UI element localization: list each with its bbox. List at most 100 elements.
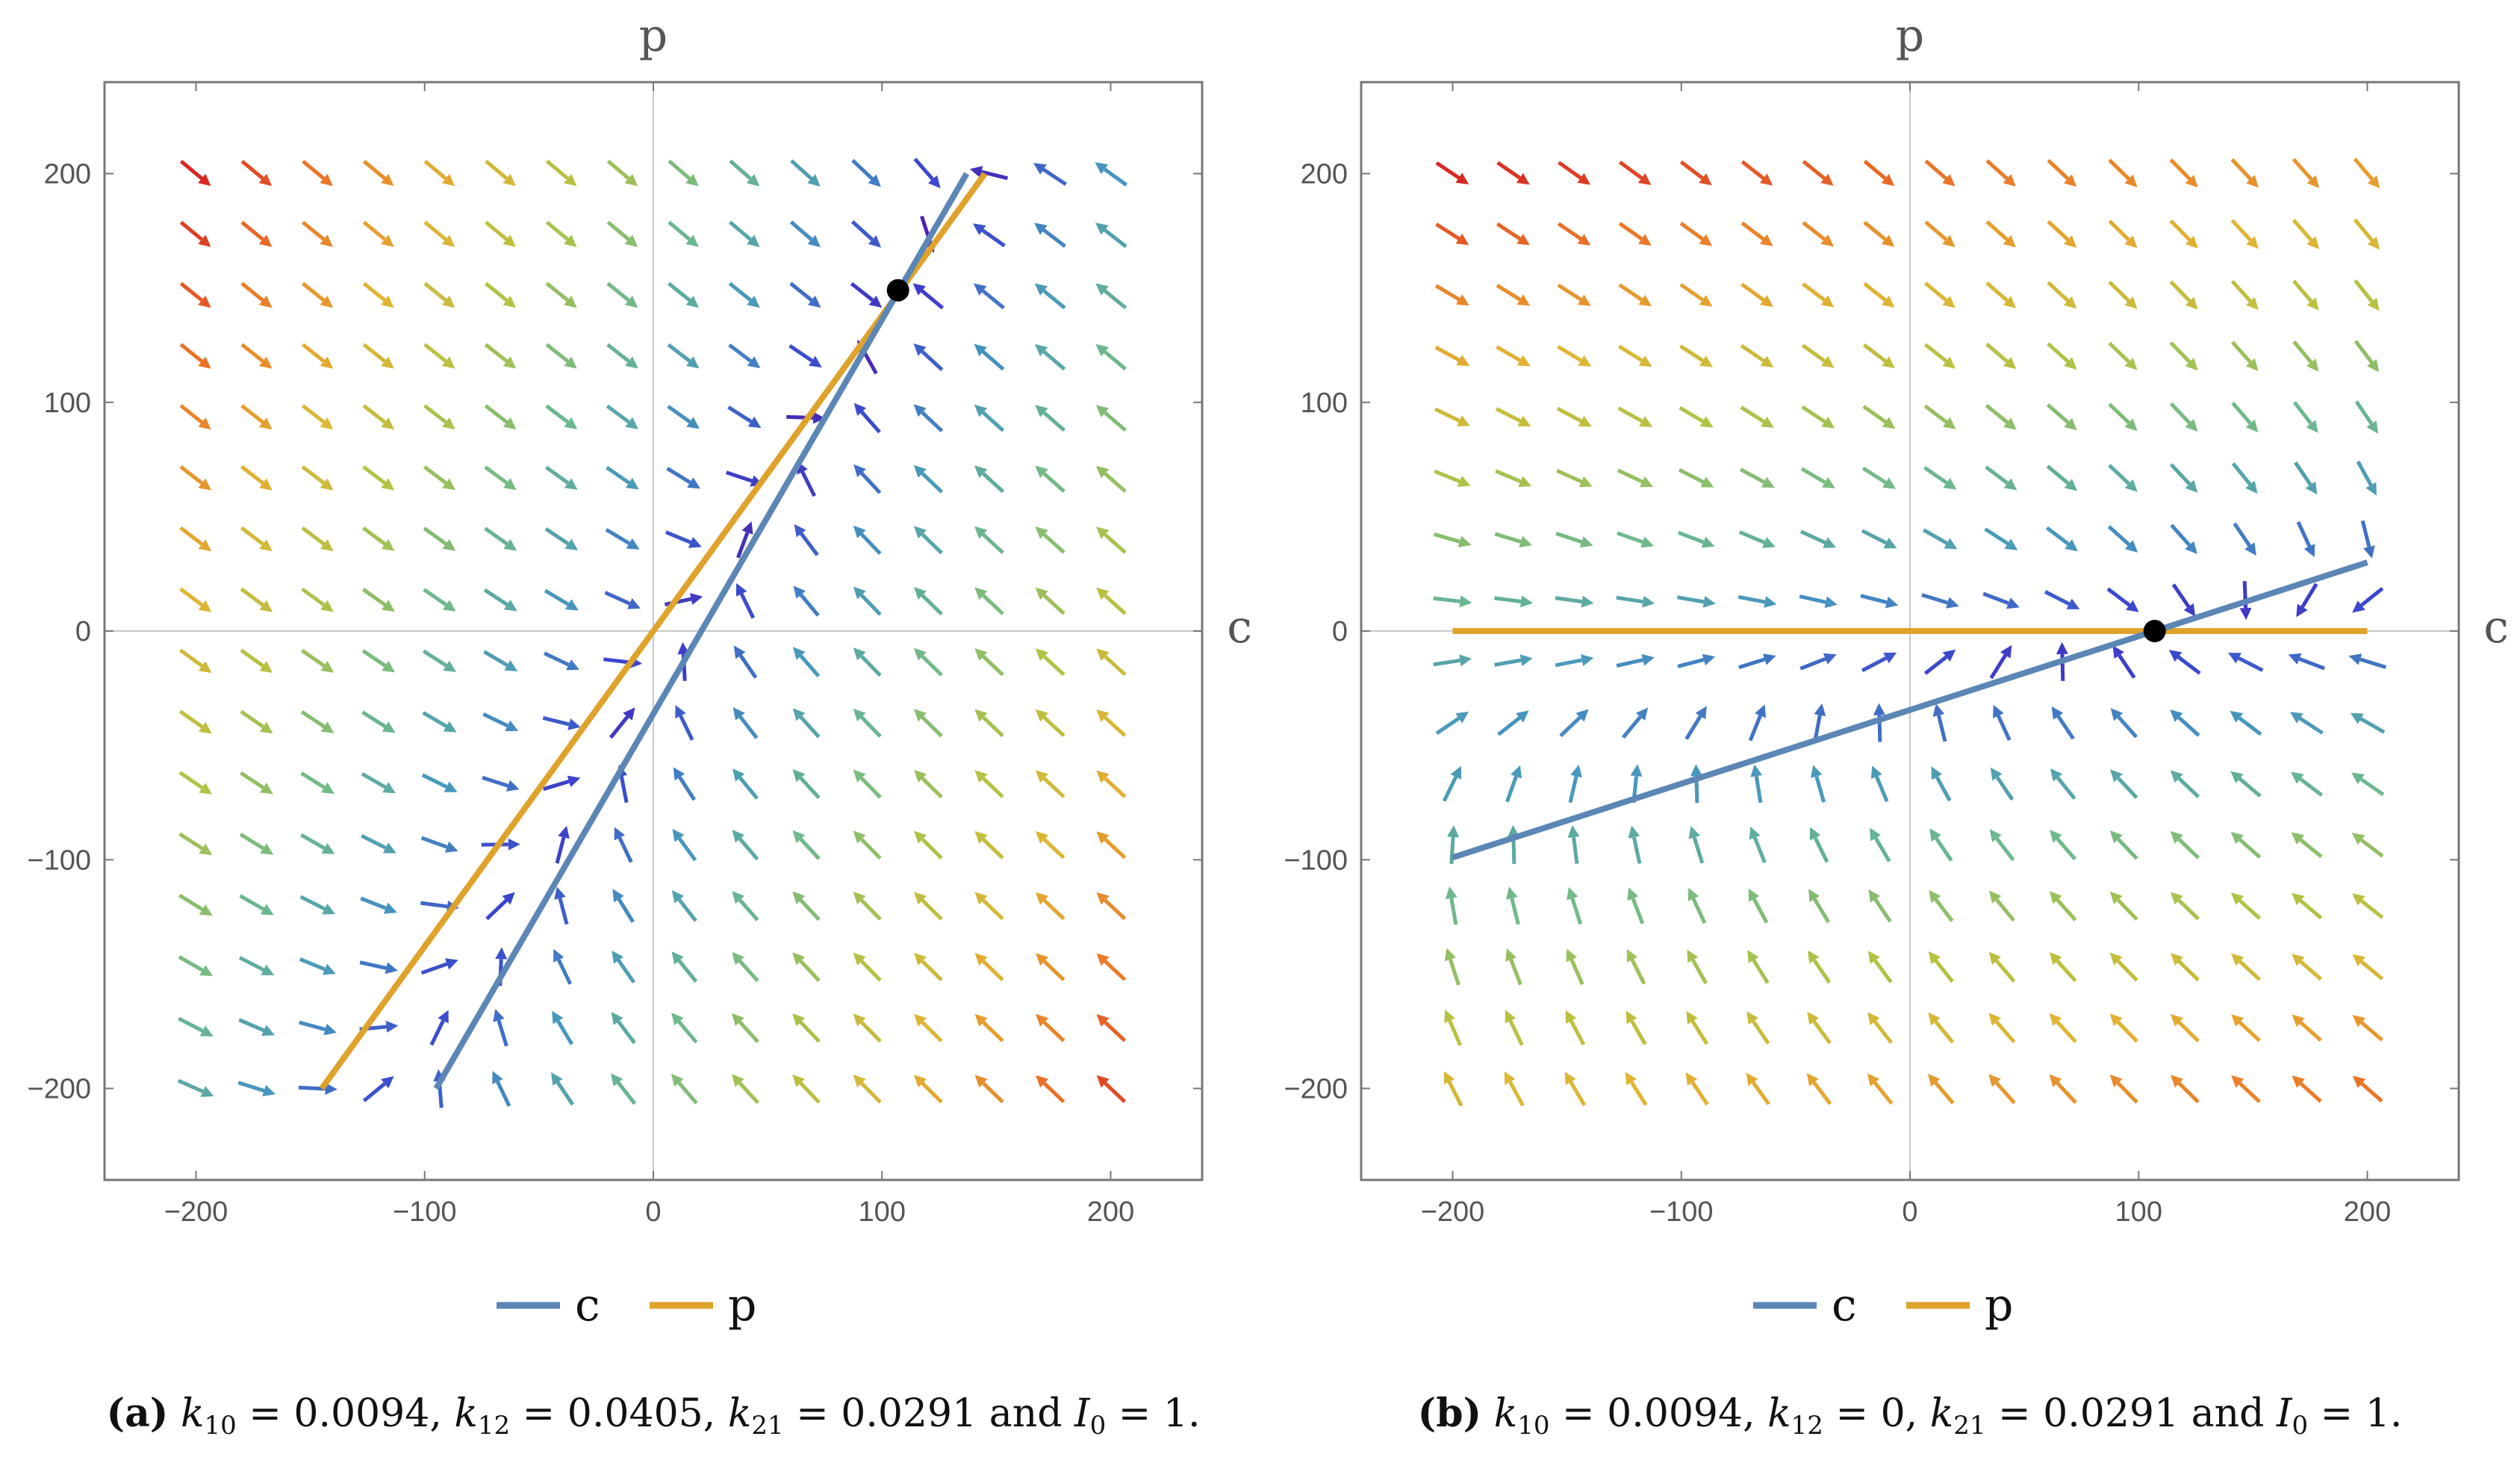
field-arrow [732, 951, 759, 983]
field-arrow [2354, 400, 2379, 434]
arrow-head [913, 526, 927, 539]
arrow-shaft [1984, 527, 2009, 545]
arrow-shaft [1434, 345, 1460, 362]
arrow-head [974, 526, 988, 539]
arrow-shaft [668, 282, 691, 302]
field-arrow [483, 588, 517, 612]
field-arrow [792, 1074, 821, 1105]
arrow-head [974, 465, 988, 478]
arrow-shaft [668, 159, 691, 180]
arrow-shaft [1801, 405, 1826, 423]
arrow-shaft [1739, 467, 1765, 484]
field-arrow [1740, 221, 1773, 246]
arrow-head [1882, 295, 1895, 308]
arrow-shaft [606, 220, 630, 241]
arrow-shaft [544, 588, 570, 606]
field-arrow [178, 709, 212, 734]
arrow-head [2306, 358, 2319, 372]
field-arrow [732, 830, 759, 861]
field-arrow [850, 282, 883, 308]
field-arrow [853, 1013, 882, 1043]
arrow-shaft [1754, 775, 1763, 804]
field-arrow [1036, 1075, 1065, 1104]
field-arrow [423, 343, 455, 369]
arrow-shaft [1616, 658, 1643, 668]
arrow-shaft [485, 898, 508, 921]
field-arrow [420, 958, 458, 975]
arrow-shaft [1934, 898, 1954, 922]
arrow-shaft [1555, 658, 1583, 668]
field-arrow [1746, 1072, 1771, 1106]
arrow-head [1750, 764, 1763, 777]
field-arrow [1618, 283, 1652, 307]
arrow-shaft [179, 465, 203, 485]
arrow-shaft [2056, 715, 2075, 740]
field-arrow [2353, 340, 2380, 373]
arrow-shaft [362, 159, 386, 180]
field-arrow [733, 645, 758, 679]
field-arrow [2291, 771, 2324, 797]
arrow-shaft [667, 343, 691, 363]
field-arrow [1802, 221, 1834, 247]
arrow-shaft [178, 709, 204, 729]
field-arrow [1435, 223, 1469, 246]
field-arrow [1802, 160, 1834, 186]
arrow-shaft [298, 1085, 326, 1091]
arrow-head [732, 768, 745, 782]
field-arrow [2292, 1014, 2322, 1042]
arrow-head [381, 417, 394, 430]
arrow-shaft [1569, 1081, 1587, 1107]
field-arrow [1862, 405, 1896, 429]
arrow-shaft [2047, 158, 2070, 181]
arrow-shaft [2239, 1021, 2261, 1043]
arrow-shaft [362, 282, 386, 302]
arrow-shaft [1631, 836, 1642, 864]
arrow-shaft [362, 1082, 386, 1102]
arrow-head [1036, 1013, 1049, 1027]
arrow-shaft [1684, 715, 1702, 740]
field-arrow [237, 1081, 276, 1097]
arrow-shaft [1690, 1081, 1709, 1106]
arrow-head [2303, 544, 2315, 558]
arrow-shaft [423, 343, 447, 363]
x-tick-label: 100 [2115, 1196, 2162, 1228]
arrow-head [914, 892, 927, 905]
field-arrow [792, 952, 821, 982]
arrow-shaft [677, 959, 698, 983]
field-arrow [1621, 707, 1649, 739]
arrow-shaft [1678, 530, 1705, 544]
field-arrow [423, 282, 455, 308]
field-arrow [1558, 161, 1590, 185]
arrow-shaft [606, 404, 630, 424]
arrow-shaft [1042, 777, 1065, 798]
field-arrow [1433, 532, 1472, 547]
arrow-shaft [980, 170, 1008, 181]
arrow-head [2245, 480, 2258, 494]
field-arrow [2171, 583, 2196, 617]
field-arrow [1985, 159, 2016, 187]
field-arrow [914, 892, 943, 921]
arrow-shaft [2056, 837, 2076, 861]
arrow-head [671, 1073, 684, 1087]
arrow-shaft [1104, 1081, 1127, 1104]
field-arrow [2292, 954, 2323, 981]
field-arrow [1740, 406, 1774, 428]
arrow-head [1946, 597, 1959, 609]
arrow-head [627, 598, 641, 609]
caption-a: (a) k10 = 0.0094, k12 = 0.0405, k21 = 0.… [107, 1391, 1201, 1441]
field-arrow [240, 343, 273, 369]
arrow-shaft [617, 898, 635, 923]
arrow-head [2351, 772, 2365, 785]
arrow-shaft [545, 159, 569, 180]
field-arrow [2231, 953, 2261, 981]
arrow-head [2246, 296, 2259, 310]
arrow-head [564, 295, 577, 308]
arrow-shaft [2056, 1020, 2077, 1043]
arrow-shaft [2171, 583, 2191, 608]
field-arrow [1433, 595, 1472, 608]
arrow-shaft [240, 220, 264, 241]
arrow-shaft [1103, 167, 1128, 187]
field-arrow [666, 467, 700, 489]
arrow-head [1575, 709, 1589, 722]
arrow-shaft [484, 343, 508, 363]
